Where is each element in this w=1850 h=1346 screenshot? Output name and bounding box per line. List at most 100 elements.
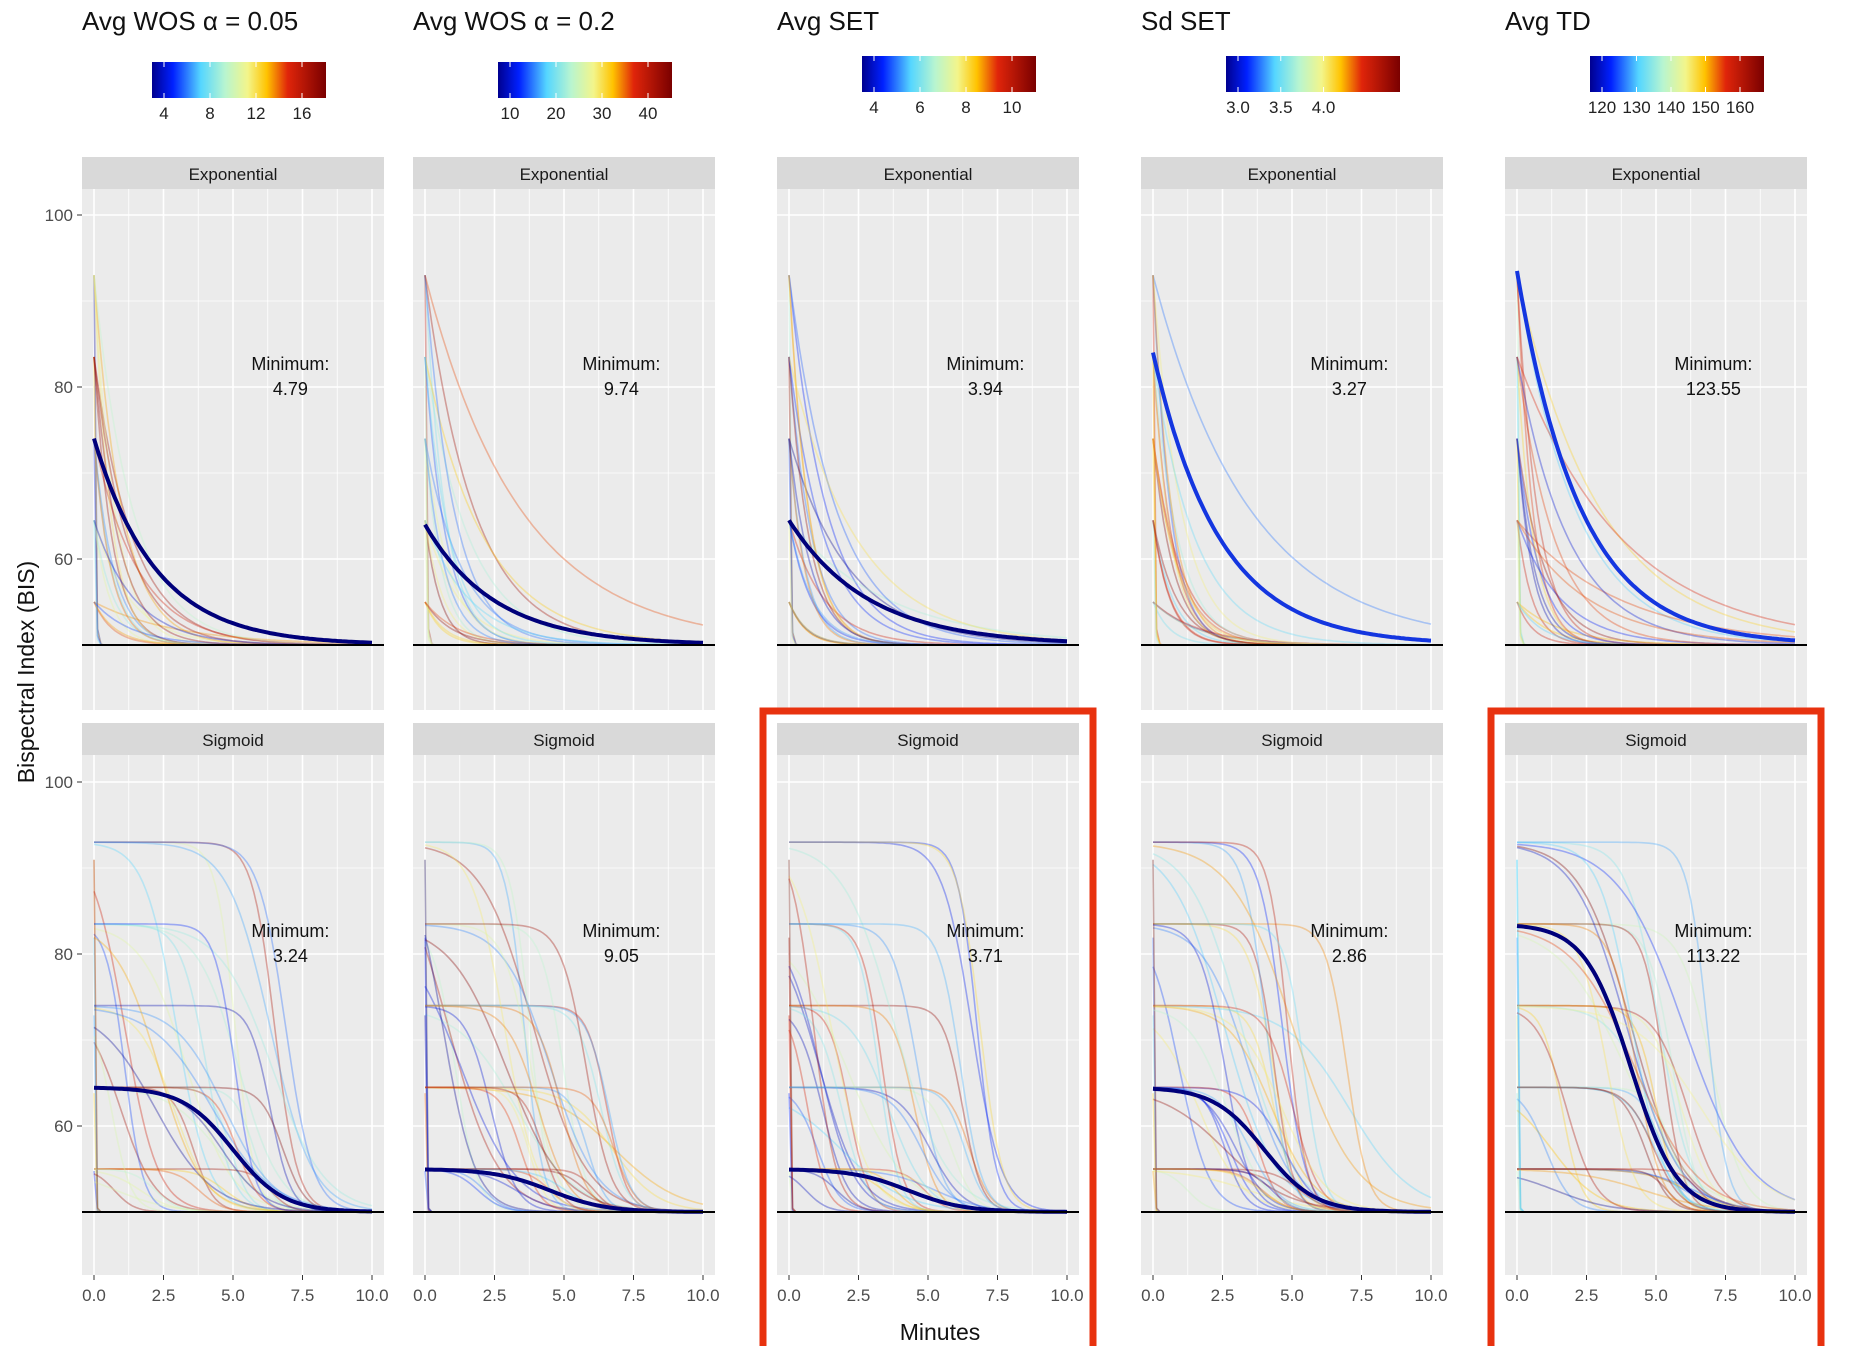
best-series-line [1516, 924, 1796, 1214]
x-tick-label: 7.5 [1350, 1286, 1374, 1305]
series-line [93, 601, 373, 645]
series-line [94, 841, 373, 1213]
column-title: Avg SET [777, 6, 879, 36]
colorbar-tick-label: 20 [547, 104, 566, 123]
series-line [1516, 519, 1796, 644]
series-line [1153, 923, 1431, 1213]
minimum-value: 3.24 [273, 946, 308, 966]
y-tick-label: 100 [45, 206, 73, 225]
series-line [788, 356, 1068, 641]
series-line [1152, 1005, 1432, 1199]
minimum-value: 4.79 [273, 379, 308, 399]
column-title: Avg TD [1505, 6, 1591, 36]
facet-strip [413, 723, 715, 755]
series-line [424, 847, 704, 1213]
column-title: Avg WOS α = 0.05 [82, 6, 298, 36]
minimum-label: Minimum: [946, 354, 1024, 374]
facet-strip [1141, 157, 1443, 189]
minimum-label: Minimum: [1674, 354, 1752, 374]
colorbar-tick-label: 3.5 [1269, 98, 1293, 117]
column-title: Avg WOS α = 0.2 [413, 6, 615, 36]
facet-strip [1505, 723, 1807, 755]
minimum-label: Minimum: [251, 354, 329, 374]
colorbar-tick-label: 130 [1622, 98, 1650, 117]
x-tick-label: 7.5 [1714, 1286, 1738, 1305]
x-tick-label: 10.0 [1414, 1286, 1447, 1305]
series-line [789, 841, 1067, 1213]
series-line [1516, 275, 1796, 633]
y-tick-label: 80 [54, 945, 73, 964]
series-line [1516, 356, 1796, 645]
series-line [1516, 1005, 1796, 1201]
minimum-label: Minimum: [1310, 921, 1388, 941]
minimum-label: Minimum: [582, 354, 660, 374]
facet-strip [1505, 157, 1807, 189]
y-tick-label: 100 [45, 773, 73, 792]
series-line [425, 1086, 704, 1205]
facet-strip [1141, 723, 1443, 755]
minimum-label: Minimum: [1310, 354, 1388, 374]
minimum-value: 3.94 [968, 379, 1003, 399]
series-line [1152, 274, 1432, 625]
minimum-value: 123.55 [1686, 379, 1741, 399]
colorbar-tick-label: 3.0 [1226, 98, 1250, 117]
series-line [94, 841, 373, 1210]
facet-strip [777, 723, 1079, 755]
series-line [1516, 275, 1796, 643]
x-tick-label: 0.0 [82, 1286, 106, 1305]
colorbar-tick-label: 6 [915, 98, 924, 117]
x-axis-title: Minutes [900, 1319, 981, 1345]
facet-strip-label: Exponential [1612, 165, 1701, 184]
series-line [1516, 519, 1796, 638]
series-line [1517, 1168, 1796, 1213]
colorbar [1590, 56, 1764, 92]
highlight-box [759, 707, 1097, 1346]
colorbar [498, 62, 672, 98]
series-line [1517, 1004, 1796, 1213]
series-line [1152, 845, 1432, 1209]
colorbar-tick-label: 16 [293, 104, 312, 123]
x-tick-label: 2.5 [847, 1286, 871, 1305]
facet-strip [82, 723, 384, 755]
x-tick-label: 10.0 [355, 1286, 388, 1305]
x-tick-label: 7.5 [986, 1286, 1010, 1305]
series-line [788, 519, 1068, 639]
minimum-value: 113.22 [1687, 946, 1741, 966]
minimum-value: 9.74 [604, 379, 639, 399]
minimum-label: Minimum: [582, 921, 660, 941]
x-tick-label: 0.0 [1505, 1286, 1529, 1305]
x-tick-label: 0.0 [777, 1286, 801, 1305]
colorbar [862, 56, 1036, 92]
x-tick-label: 2.5 [152, 1286, 176, 1305]
colorbar-tick-label: 10 [1003, 98, 1022, 117]
facet-strip-label: Exponential [884, 165, 973, 184]
facet-strip-label: Exponential [520, 165, 609, 184]
facet-strip-label: Sigmoid [533, 731, 594, 750]
minimum-value: 3.71 [968, 946, 1003, 966]
series-line [425, 1086, 704, 1211]
colorbar-tick-label: 40 [639, 104, 658, 123]
series-line [789, 841, 1068, 1213]
series-line [424, 356, 703, 646]
highlight-box [1487, 707, 1825, 1346]
column-title: Sd SET [1141, 6, 1231, 36]
x-tick-label: 2.5 [1575, 1286, 1599, 1305]
x-tick-label: 7.5 [291, 1286, 315, 1305]
facet-strip-label: Sigmoid [1261, 731, 1322, 750]
series-line [1516, 843, 1796, 1201]
minimum-value: 2.86 [1332, 946, 1367, 966]
y-axis-title: Bispectral Index (BIS) [13, 561, 39, 783]
x-tick-label: 10.0 [1778, 1286, 1811, 1305]
series-line [1152, 356, 1431, 646]
minimum-value: 9.05 [604, 946, 639, 966]
minimum-label: Minimum: [946, 921, 1024, 941]
series-line [788, 275, 1068, 645]
colorbar-tick-label: 150 [1691, 98, 1719, 117]
facet-strip [413, 157, 715, 189]
best-series-line [1515, 270, 1796, 643]
x-tick-label: 5.0 [1644, 1286, 1668, 1305]
x-tick-label: 5.0 [552, 1286, 576, 1305]
colorbar-tick-label: 8 [205, 104, 214, 123]
x-tick-label: 2.5 [1211, 1286, 1235, 1305]
